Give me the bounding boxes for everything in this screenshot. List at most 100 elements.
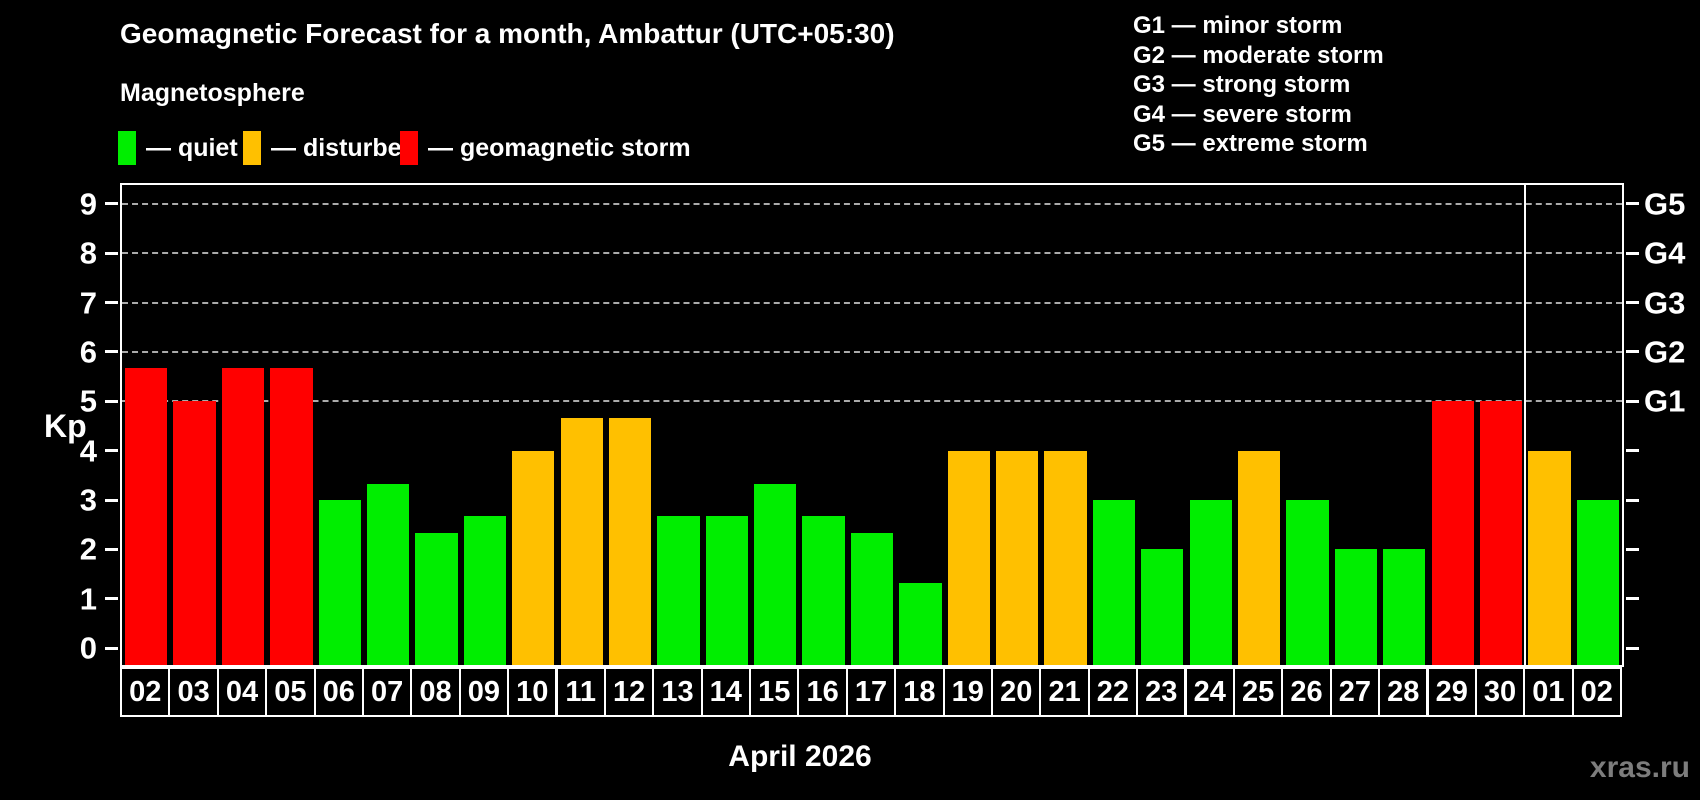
y-axis-tick-right (1626, 202, 1639, 206)
day-label: 02 (1571, 667, 1622, 717)
kp-bar (560, 417, 603, 665)
day-label: 26 (1281, 667, 1332, 717)
day-label: 13 (652, 667, 703, 717)
y-tick-label: 2 (79, 531, 97, 567)
day-axis: 02 03 04 05 06 07 08 09 10 11 12 13 14 15 16 17 18 19 20 21… (120, 667, 1626, 719)
kp-status-legend: — quiet — disturbed — geomagnetic storm (0, 131, 1700, 169)
day-label: 05 (265, 667, 316, 717)
y-tick-label: 6 (79, 334, 97, 370)
legend-item-quiet: — quiet (118, 131, 238, 165)
day-label: 01 (1523, 667, 1574, 717)
gridline-kp6 (122, 350, 1622, 353)
y-axis-tick-left (105, 301, 118, 304)
y-axis-tick-left (105, 646, 118, 650)
legend-label-disturbed: — disturbed (271, 133, 417, 162)
gridline-kp9 (122, 202, 1622, 205)
day-label: 06 (313, 667, 364, 717)
kp-bar (1334, 549, 1378, 665)
y-axis-tick-right (1626, 251, 1639, 255)
kp-bar (608, 417, 652, 665)
kp-bar (996, 450, 1039, 665)
day-label: 12 (603, 667, 655, 717)
kp-bar (1383, 549, 1426, 665)
y-tick-label: 7 (79, 285, 97, 320)
day-label: 04 (216, 667, 268, 717)
kp-bar (512, 450, 555, 665)
y-axis-tick-right (1626, 301, 1639, 304)
legend-swatch-disturbed (243, 131, 261, 165)
y-axis-tick-left (105, 597, 118, 601)
kp-bar (1286, 500, 1329, 665)
legend-label-storm: — geomagnetic storm (428, 133, 691, 162)
y-axis-tick-left (105, 547, 118, 551)
y-tick-label: 5 (79, 383, 97, 419)
kp-bar (463, 516, 507, 665)
kp-bar (657, 516, 700, 665)
legend-swatch-storm (400, 131, 418, 165)
y-tick-label: 3 (79, 482, 97, 518)
y-tick-label: 9 (79, 186, 97, 222)
kp-bar (1141, 549, 1184, 665)
kp-bar (1479, 401, 1523, 665)
gridline-kp7 (122, 301, 1622, 304)
kp-bar (1189, 500, 1232, 665)
day-label: 25 (1232, 667, 1284, 717)
kp-bar (705, 516, 748, 665)
kp-bar (318, 500, 361, 665)
month-separator (1524, 185, 1527, 665)
day-label: 02 (120, 667, 171, 717)
day-label: 20 (991, 667, 1042, 717)
legend-item-disturbed: — disturbed (243, 131, 417, 165)
y-axis-tick-right (1626, 449, 1639, 453)
kp-bar (125, 368, 168, 665)
kp-bar (754, 483, 797, 665)
storm-scale-item-2: G2 — moderate storm (1133, 41, 1384, 69)
magnetosphere-label: Magnetosphere (120, 79, 305, 107)
kp-bar (221, 368, 265, 665)
y-axis-tick-right (1626, 399, 1639, 403)
day-label: 14 (700, 667, 751, 717)
day-label: 11 (555, 667, 606, 717)
day-label: 10 (507, 667, 558, 717)
g-scale-label-g4: G4 (1644, 235, 1686, 271)
watermark: xras.ru (1589, 751, 1690, 784)
month-label: April 2026 (728, 740, 872, 773)
day-label: 15 (749, 667, 800, 717)
storm-scale-item-1: G1 — minor storm (1133, 12, 1343, 39)
kp-bar (1431, 401, 1474, 665)
y-axis-tick-right (1626, 597, 1639, 601)
kp-bar (173, 401, 216, 665)
legend-item-storm: — geomagnetic storm (400, 131, 691, 165)
kp-bar (1528, 450, 1571, 665)
day-label: 28 (1378, 667, 1429, 717)
day-label: 23 (1136, 667, 1187, 717)
y-tick-label: 1 (79, 581, 97, 617)
day-label: 03 (168, 667, 219, 717)
chart-title: Geomagnetic Forecast for a month, Ambatt… (120, 18, 895, 49)
kp-bar (1044, 450, 1087, 665)
y-axis-tick-left (105, 251, 118, 255)
day-label: 29 (1426, 667, 1477, 717)
y-tick-label: 0 (79, 630, 97, 666)
y-axis-tick-left (105, 399, 118, 403)
day-label: 30 (1474, 667, 1526, 717)
g-scale-label-g1: G1 (1644, 383, 1686, 419)
kp-bar (366, 483, 410, 665)
kp-bar (850, 533, 894, 665)
kp-bar (270, 368, 313, 665)
y-axis-tick-right (1626, 498, 1639, 502)
y-axis-tick-left (105, 202, 118, 206)
day-label: 07 (361, 667, 413, 717)
day-label: 24 (1184, 667, 1235, 717)
storm-scale-item-4: G4 — severe storm (1133, 100, 1352, 128)
kp-bar (802, 516, 845, 665)
day-label: 16 (797, 667, 848, 717)
y-tick-label: 8 (79, 235, 97, 271)
g-scale-label-g5: G5 (1644, 186, 1686, 222)
kp-bar (1237, 450, 1281, 665)
y-axis-tick-left (105, 498, 118, 502)
g-scale-label-g2: G2 (1644, 334, 1686, 370)
day-label: 09 (458, 667, 510, 717)
storm-scale-item-5: G5 — extreme storm (1133, 130, 1368, 157)
y-axis-tick-left (105, 350, 118, 354)
